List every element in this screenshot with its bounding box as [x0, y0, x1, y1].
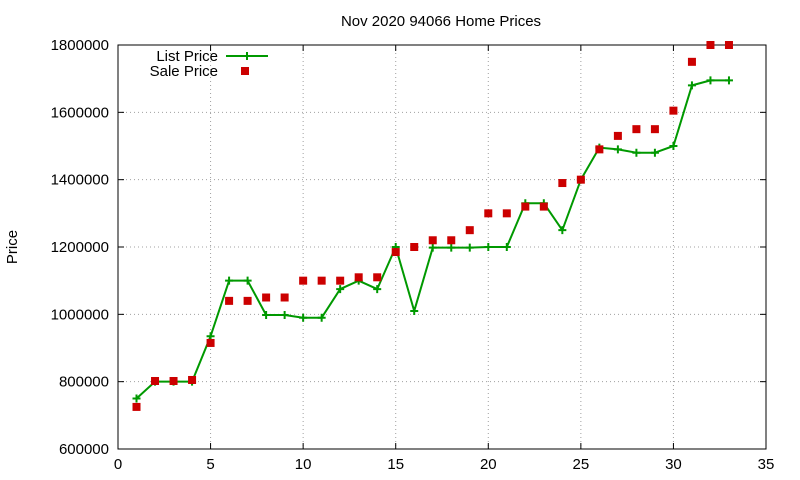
sale-price-point — [188, 375, 197, 384]
sale-price-point — [280, 293, 289, 302]
legend-marker-list-price — [243, 52, 251, 60]
list-price-point — [262, 311, 271, 320]
sale-price-point — [262, 293, 271, 302]
sale-price-point — [669, 106, 678, 115]
x-tick-label: 15 — [387, 456, 404, 473]
sale-price-point — [317, 276, 326, 285]
list-price-point — [613, 145, 622, 154]
list-price-point — [299, 313, 308, 322]
sale-price-point — [225, 296, 234, 305]
sale-price-point — [687, 57, 696, 66]
list-price-point — [206, 332, 215, 341]
sale-price-point — [391, 248, 400, 257]
sale-price-point — [410, 243, 419, 251]
list-price-point — [447, 243, 456, 252]
x-tick-label: 10 — [295, 456, 312, 473]
list-price-point — [484, 243, 493, 251]
sale-price-point — [299, 276, 308, 285]
sale-price-point — [724, 41, 733, 49]
list-price-point — [317, 313, 326, 322]
y-tick-label: 1400000 — [51, 172, 109, 189]
list-price-point — [280, 311, 289, 320]
legend: List Price Sale Price — [150, 48, 268, 80]
legend-label-sale-price: Sale Price — [150, 63, 218, 80]
y-tick-label: 1000000 — [51, 306, 109, 323]
list-price-point — [132, 394, 141, 403]
x-tick-label: 25 — [573, 456, 590, 473]
list-price-point — [336, 285, 345, 294]
y-axis-tick-labels: 600000 800000 1000000 1200000 1400000 1600000… — [51, 37, 109, 458]
sale-price-point — [336, 276, 345, 285]
list-price-point — [706, 76, 715, 85]
legend-label-list-price: List Price — [156, 48, 218, 65]
x-tick-label: 0 — [114, 456, 122, 473]
sale-price-point — [558, 179, 567, 188]
list-price-point — [724, 76, 733, 85]
y-tick-label: 1600000 — [51, 104, 109, 121]
x-tick-label: 30 — [665, 456, 682, 473]
sale-price-point — [151, 376, 160, 385]
sale-price-point — [502, 209, 511, 218]
sale-price-point — [521, 202, 530, 211]
x-tick-label: 20 — [480, 456, 497, 473]
sale-price-point — [243, 296, 252, 305]
series — [132, 41, 733, 411]
sale-price-point — [465, 226, 474, 235]
sale-price-point — [169, 376, 178, 385]
list-price-point — [687, 81, 696, 90]
list-price-point — [428, 243, 437, 252]
series-sale-price — [132, 41, 733, 411]
x-tick-label: 35 — [758, 456, 775, 473]
sale-price-point — [613, 131, 622, 140]
list-price-point — [410, 306, 419, 315]
list-price-point — [225, 276, 234, 285]
list-price-point — [373, 285, 382, 294]
sale-price-point — [539, 202, 548, 211]
x-axis-tick-labels: 0 5 10 15 20 25 30 35 — [114, 456, 775, 473]
list-price-point — [465, 243, 474, 252]
sale-price-point — [206, 338, 215, 347]
y-tick-label: 1800000 — [51, 37, 109, 54]
list-price-point — [650, 148, 659, 157]
sale-price-point — [132, 402, 141, 411]
sale-price-point — [706, 41, 715, 49]
y-tick-label: 600000 — [59, 441, 109, 458]
sale-price-point — [650, 125, 659, 134]
x-tick-label: 5 — [206, 456, 214, 473]
sale-price-point — [354, 273, 363, 282]
list-price-point — [558, 226, 567, 235]
list-price-point — [243, 276, 252, 285]
grid — [118, 45, 766, 449]
y-tick-label: 800000 — [59, 374, 109, 391]
sale-price-point — [632, 125, 641, 134]
y-axis-label: Price — [4, 230, 21, 264]
sale-price-point — [428, 236, 437, 245]
sale-price-point — [595, 145, 604, 154]
sale-price-point — [373, 273, 382, 282]
axis-ticks — [117, 44, 767, 450]
chart-title: Nov 2020 94066 Home Prices — [341, 13, 541, 30]
list-price-point — [502, 243, 511, 251]
legend-marker-sale-price — [241, 67, 249, 75]
sale-price-point — [447, 236, 456, 245]
list-price-point — [669, 142, 678, 150]
sale-price-point — [576, 175, 585, 184]
list-price-point — [632, 148, 641, 157]
y-tick-label: 1200000 — [51, 239, 109, 256]
sale-price-point — [484, 209, 493, 218]
